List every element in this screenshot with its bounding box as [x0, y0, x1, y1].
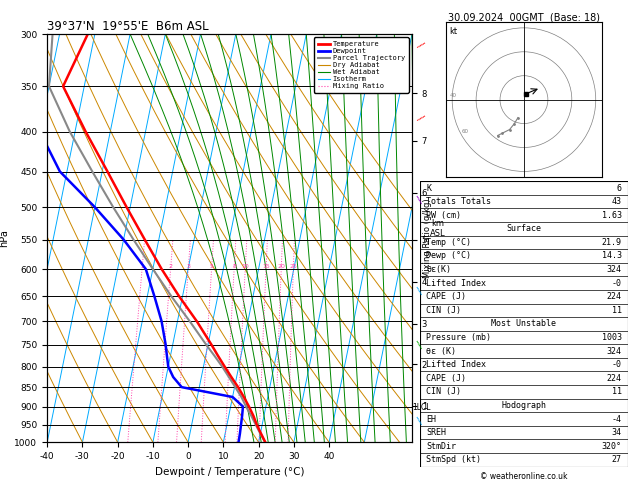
Text: Lifted Index: Lifted Index	[426, 360, 486, 369]
Text: /: /	[415, 114, 425, 123]
Text: Totals Totals: Totals Totals	[426, 197, 491, 206]
Text: 14.3: 14.3	[601, 251, 621, 260]
Text: StmSpd (kt): StmSpd (kt)	[426, 455, 481, 464]
Text: 1003: 1003	[601, 333, 621, 342]
Text: 10: 10	[242, 264, 249, 269]
Text: 320°: 320°	[601, 442, 621, 451]
Text: CIN (J): CIN (J)	[426, 306, 462, 315]
Text: /: /	[415, 286, 425, 295]
Text: 40: 40	[450, 93, 457, 98]
Text: CIN (J): CIN (J)	[426, 387, 462, 397]
Text: Pressure (mb): Pressure (mb)	[426, 333, 491, 342]
Text: -0: -0	[611, 278, 621, 288]
Text: © weatheronline.co.uk: © weatheronline.co.uk	[480, 472, 568, 481]
Text: Most Unstable: Most Unstable	[491, 319, 557, 329]
Text: kt: kt	[449, 27, 457, 35]
Text: θε(K): θε(K)	[426, 265, 452, 274]
Text: 21.9: 21.9	[601, 238, 621, 247]
Text: 2: 2	[169, 264, 172, 269]
Text: EH: EH	[426, 415, 437, 423]
Text: /: /	[415, 340, 425, 349]
Text: /: /	[415, 40, 425, 50]
Text: CAPE (J): CAPE (J)	[426, 374, 466, 383]
Text: Hodograph: Hodograph	[501, 401, 547, 410]
Y-axis label: hPa: hPa	[0, 229, 9, 247]
Text: 43: 43	[611, 197, 621, 206]
Text: 11: 11	[611, 306, 621, 315]
Text: SREH: SREH	[426, 428, 447, 437]
Text: Mixing Ratio (g/kg): Mixing Ratio (g/kg)	[423, 198, 432, 278]
Text: 25: 25	[289, 264, 298, 269]
Text: -0: -0	[611, 360, 621, 369]
Text: 11: 11	[611, 387, 621, 397]
Text: 39°37'N  19°55'E  B6m ASL: 39°37'N 19°55'E B6m ASL	[47, 20, 209, 33]
Y-axis label: km
ASL: km ASL	[430, 219, 446, 238]
Text: 1LCL: 1LCL	[412, 403, 430, 412]
Text: -4: -4	[611, 415, 621, 423]
Text: /: /	[415, 417, 425, 426]
Text: Dewp (°C): Dewp (°C)	[426, 251, 471, 260]
Text: 34: 34	[611, 428, 621, 437]
Text: PW (cm): PW (cm)	[426, 211, 462, 220]
Text: 8: 8	[232, 264, 236, 269]
Text: 324: 324	[606, 347, 621, 356]
Text: K: K	[426, 184, 431, 192]
Text: 1.63: 1.63	[601, 211, 621, 220]
Text: 15: 15	[262, 264, 270, 269]
Text: 5: 5	[209, 264, 213, 269]
Text: 3: 3	[186, 264, 190, 269]
Text: StmDir: StmDir	[426, 442, 457, 451]
Text: 224: 224	[606, 292, 621, 301]
Text: 324: 324	[606, 265, 621, 274]
Text: 1: 1	[140, 264, 144, 269]
Text: 6: 6	[616, 184, 621, 192]
Text: θε (K): θε (K)	[426, 347, 457, 356]
X-axis label: Dewpoint / Temperature (°C): Dewpoint / Temperature (°C)	[155, 467, 304, 477]
Text: Lifted Index: Lifted Index	[426, 278, 486, 288]
Text: 20: 20	[277, 264, 285, 269]
Text: CAPE (J): CAPE (J)	[426, 292, 466, 301]
Text: Temp (°C): Temp (°C)	[426, 238, 471, 247]
Text: Surface: Surface	[506, 225, 542, 233]
Text: 224: 224	[606, 374, 621, 383]
Text: 27: 27	[611, 455, 621, 464]
Text: 60: 60	[462, 129, 469, 134]
Text: /: /	[415, 196, 425, 205]
Text: 30.09.2024  00GMT  (Base: 18): 30.09.2024 00GMT (Base: 18)	[448, 12, 600, 22]
Legend: Temperature, Dewpoint, Parcel Trajectory, Dry Adiabat, Wet Adiabat, Isotherm, Mi: Temperature, Dewpoint, Parcel Trajectory…	[314, 37, 408, 93]
